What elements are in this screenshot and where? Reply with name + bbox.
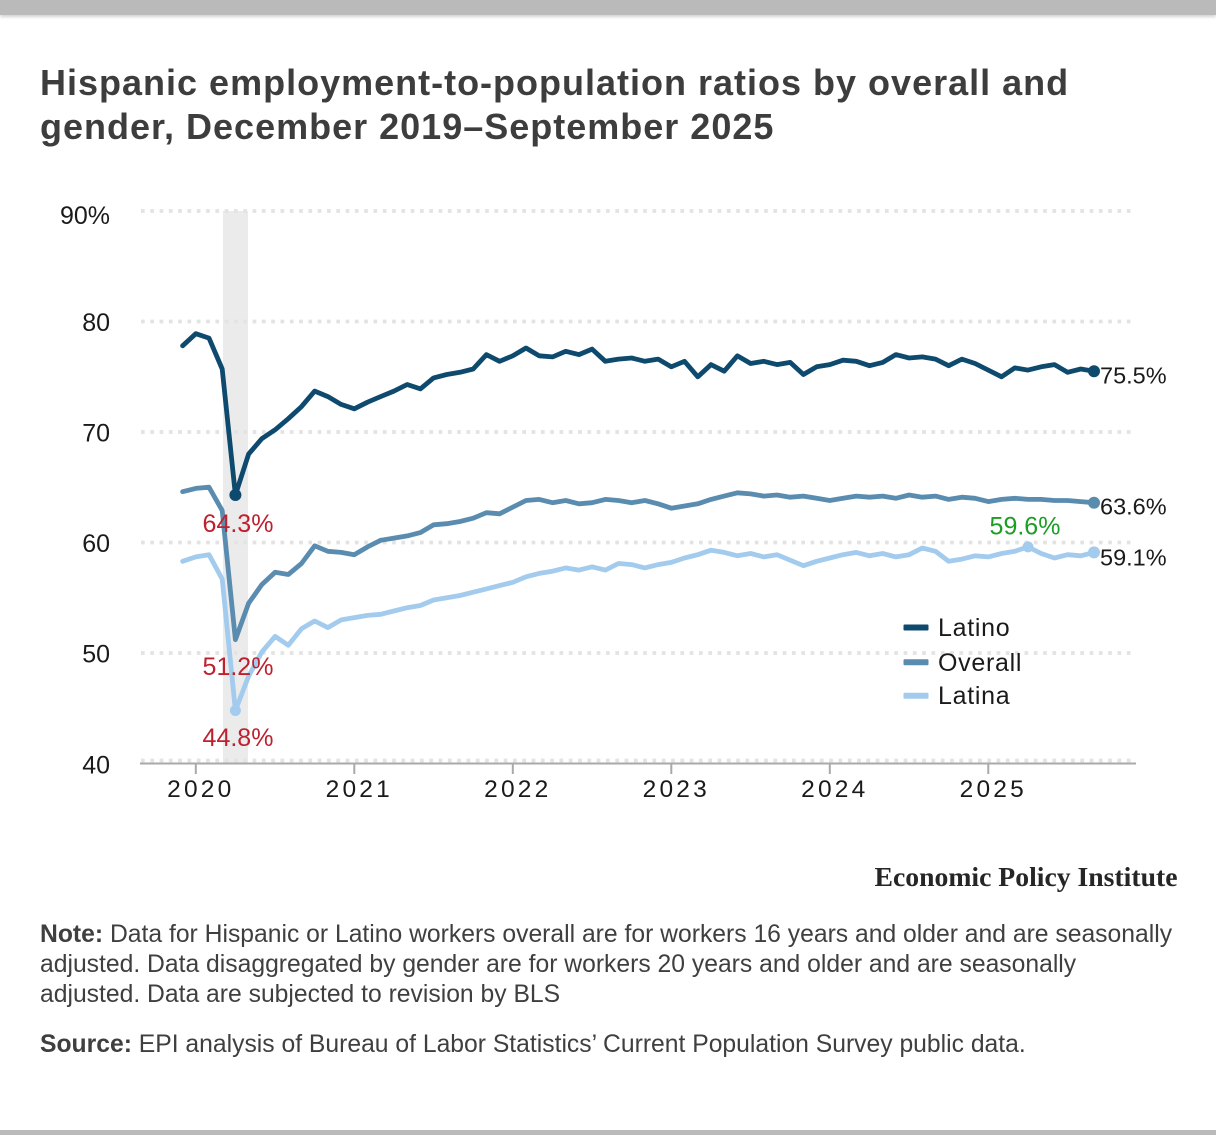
svg-text:51.2%: 51.2% bbox=[203, 653, 274, 681]
svg-text:44.8%: 44.8% bbox=[203, 724, 274, 752]
svg-text:64.3%: 64.3% bbox=[203, 510, 274, 538]
svg-text:Latino: Latino bbox=[938, 614, 1010, 642]
svg-text:70: 70 bbox=[82, 420, 110, 448]
svg-text:50: 50 bbox=[82, 641, 110, 669]
svg-text:2021: 2021 bbox=[326, 776, 393, 803]
svg-text:40: 40 bbox=[82, 752, 110, 780]
svg-text:2024: 2024 bbox=[801, 776, 868, 803]
svg-text:60: 60 bbox=[82, 530, 110, 558]
svg-text:2020: 2020 bbox=[167, 776, 234, 803]
svg-text:63.6%: 63.6% bbox=[1100, 494, 1167, 520]
svg-text:2022: 2022 bbox=[484, 776, 551, 803]
svg-text:Latina: Latina bbox=[938, 682, 1010, 710]
svg-text:90%: 90% bbox=[60, 202, 110, 230]
svg-text:Overall: Overall bbox=[938, 649, 1022, 677]
svg-text:75.5%: 75.5% bbox=[1100, 363, 1167, 389]
svg-text:2025: 2025 bbox=[960, 776, 1027, 803]
svg-text:59.1%: 59.1% bbox=[1100, 545, 1167, 571]
svg-text:2023: 2023 bbox=[643, 776, 710, 803]
svg-text:59.6%: 59.6% bbox=[990, 513, 1061, 541]
svg-text:80: 80 bbox=[82, 309, 110, 337]
